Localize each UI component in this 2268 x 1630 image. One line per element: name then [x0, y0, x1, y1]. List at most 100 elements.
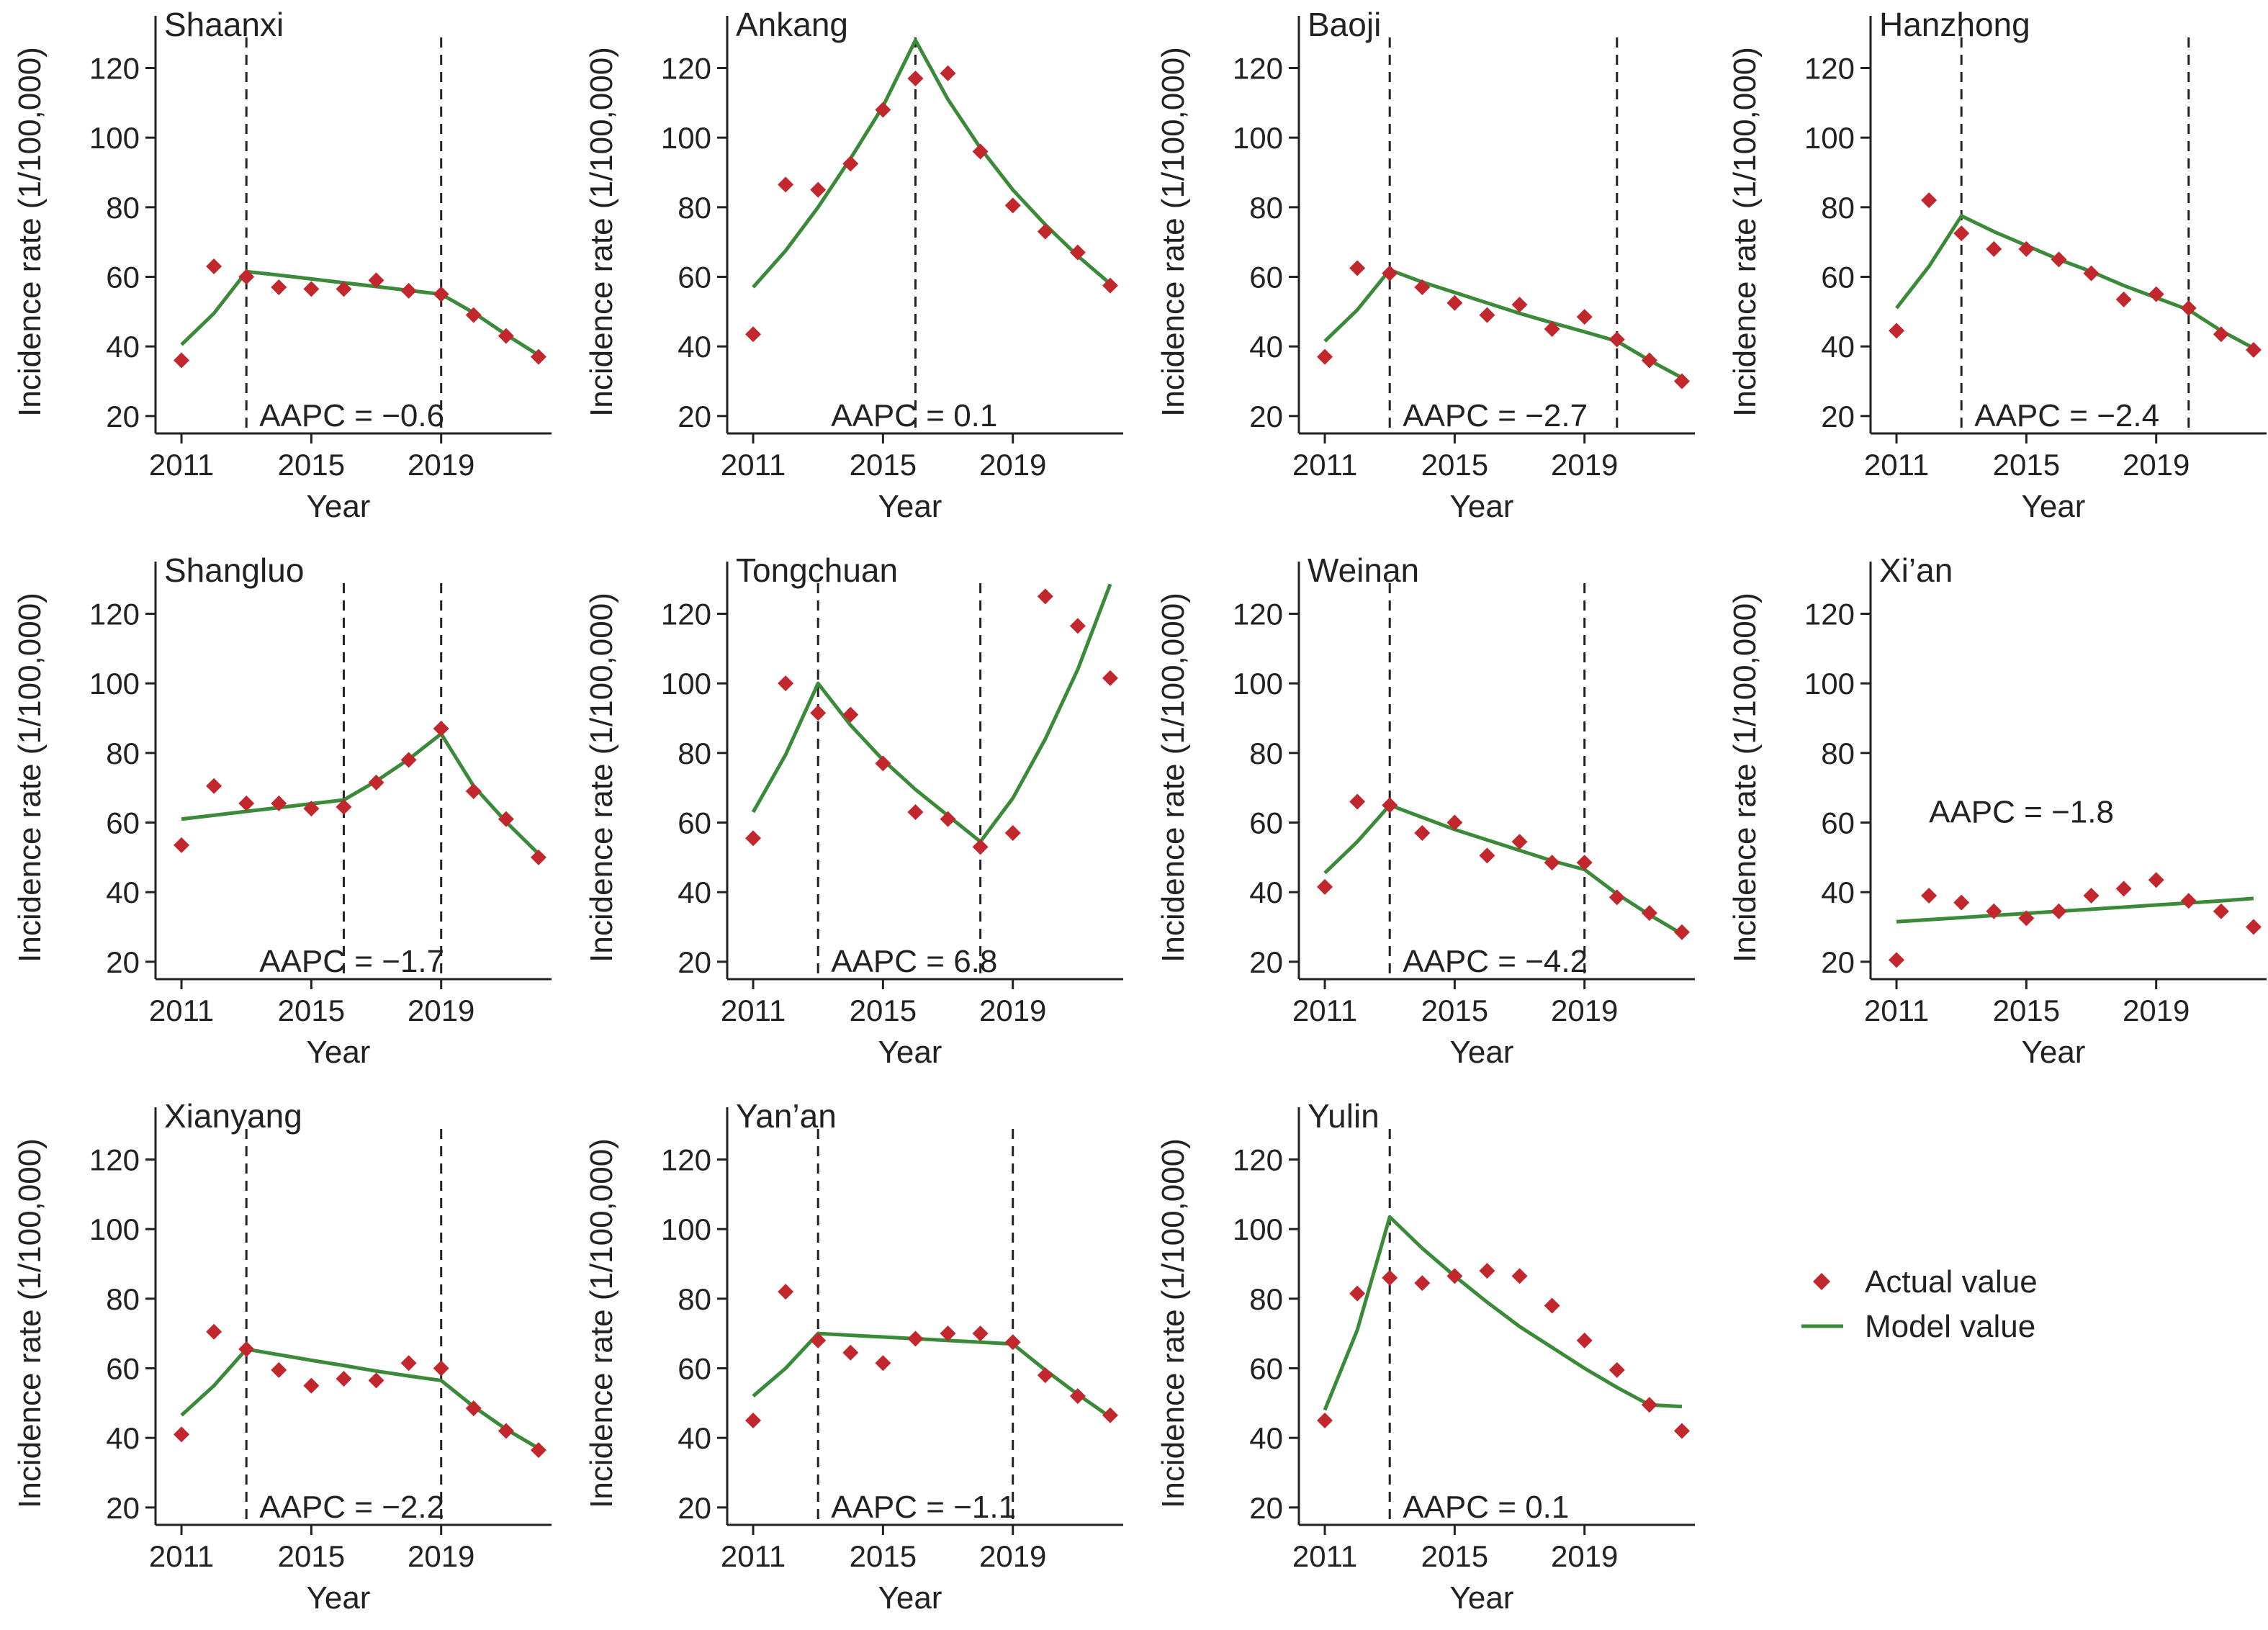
- x-tick-label: 2015: [1993, 994, 2060, 1027]
- model-line: [752, 1331, 1112, 1419]
- actual-point: [238, 795, 255, 811]
- actual-point: [368, 272, 384, 289]
- actual-point: [2213, 326, 2229, 343]
- y-axis-title: Incidence rate (1/100,000): [1156, 593, 1191, 963]
- actual-point: [2083, 888, 2100, 904]
- panel-title: Weinan: [1308, 551, 1419, 589]
- aapc-label: AAPC = 0.1: [831, 398, 997, 433]
- actual-point: [498, 811, 514, 827]
- panel-title: Shangluo: [164, 551, 304, 589]
- x-tick-label: 2011: [721, 1539, 786, 1573]
- x-tick-label: 2019: [1551, 448, 1618, 482]
- actual-point: [2148, 872, 2164, 888]
- actual-point: [1608, 331, 1625, 348]
- actual-point: [1921, 888, 1938, 904]
- actual-point: [745, 326, 762, 343]
- actual-point: [875, 102, 891, 118]
- x-tick-label: 2019: [1551, 994, 1618, 1027]
- actual-point: [465, 1400, 482, 1417]
- actual-point: [940, 811, 956, 827]
- actual-point: [1641, 352, 1657, 369]
- y-tick-label: 120: [1804, 598, 1855, 631]
- x-tick-label: 2015: [278, 994, 345, 1027]
- model-line: [1895, 214, 2255, 350]
- actual-point: [174, 837, 190, 853]
- actual-point: [1004, 825, 1021, 841]
- actual-point: [433, 1360, 449, 1377]
- actual-point: [810, 1332, 827, 1348]
- x-tick-label: 2011: [149, 994, 214, 1027]
- x-tick-label: 2015: [1421, 994, 1488, 1027]
- actual-point: [2051, 251, 2067, 268]
- panel-xian: 20 40 60 80 100 120 2011 2015 2019 Year Incidence …: [1727, 551, 2267, 1070]
- actual-point: [2051, 903, 2067, 919]
- actual-point: [206, 778, 222, 794]
- y-tick-label: 100: [89, 121, 140, 155]
- actual-point: [2018, 240, 2035, 257]
- actual-point: [400, 752, 417, 768]
- aapc-label: AAPC = −4.2: [1403, 944, 1588, 979]
- x-tick-label: 2019: [408, 448, 474, 482]
- y-tick-label: 60: [678, 806, 711, 840]
- y-tick-label: 40: [1821, 875, 1855, 909]
- y-tick-label: 120: [89, 52, 140, 86]
- aapc-label: AAPC = 6.8: [831, 944, 997, 979]
- y-tick-label: 120: [1804, 52, 1855, 86]
- model-line: [1323, 1215, 1683, 1411]
- y-tick-label: 100: [661, 121, 711, 155]
- actual-point: [940, 1325, 956, 1342]
- actual-point: [1953, 225, 1970, 242]
- x-tick-label: 2019: [2123, 448, 2190, 482]
- panel-title: Tongchuan: [736, 551, 898, 589]
- actual-point: [1889, 952, 1905, 968]
- y-tick-label: 100: [1804, 667, 1855, 701]
- y-tick-label: 100: [1804, 121, 1855, 155]
- y-tick-label: 20: [1821, 945, 1855, 979]
- y-tick-label: 100: [89, 1212, 140, 1246]
- x-tick-label: 2019: [1551, 1539, 1618, 1573]
- y-tick-label: 20: [678, 1491, 711, 1525]
- actual-point: [1986, 240, 2002, 257]
- y-tick-label: 80: [1249, 191, 1283, 225]
- model-line: [180, 1347, 540, 1450]
- actual-point: [1576, 1332, 1593, 1348]
- x-tick-label: 2011: [1864, 994, 1929, 1027]
- aapc-label: AAPC = −1.8: [1929, 795, 2114, 830]
- y-tick-label: 20: [106, 1491, 140, 1525]
- y-axis-title: Incidence rate (1/100,000): [1727, 593, 1763, 963]
- actual-point: [745, 1413, 762, 1428]
- actual-point: [1479, 307, 1495, 323]
- y-tick-label: 80: [1821, 191, 1855, 225]
- panel-baoji: 20 40 60 80 100 120 2011 2015 2019 Year Incidence …: [1156, 6, 1695, 524]
- panel-shaanxi: 20 40 60 80 100 120 2011 2015 2019 Year Incidence …: [12, 6, 552, 524]
- y-tick-label: 20: [106, 400, 140, 433]
- actual-point: [2148, 286, 2164, 302]
- y-axis-title: Incidence rate (1/100,000): [12, 593, 48, 963]
- actual-point: [1102, 1407, 1118, 1423]
- x-tick-label: 2015: [850, 994, 917, 1027]
- y-tick-label: 80: [1821, 737, 1855, 770]
- y-tick-label: 40: [678, 875, 711, 909]
- aapc-label: AAPC = −2.4: [1974, 398, 2159, 433]
- actual-point: [2245, 919, 2262, 935]
- panel-yulin: 20 40 60 80 100 120 2011 2015 2019 Year Incidence …: [1156, 1097, 1695, 1616]
- model-line: [752, 38, 1112, 289]
- actual-point: [368, 774, 384, 791]
- aapc-label: AAPC = −0.6: [259, 398, 444, 433]
- actual-point: [303, 801, 320, 817]
- x-tick-label: 2019: [2123, 994, 2190, 1027]
- x-tick-label: 2015: [278, 448, 345, 482]
- panels-group: 20 40 60 80 100 120 2011 2015 2019 Year Incidence …: [12, 6, 2267, 1616]
- aapc-label: AAPC = −2.7: [1403, 398, 1588, 433]
- actual-point: [1317, 878, 1333, 895]
- actual-point: [1576, 855, 1593, 871]
- actual-point: [1673, 924, 1690, 940]
- y-tick-label: 120: [89, 1143, 140, 1177]
- x-tick-label: 2011: [1864, 448, 1929, 482]
- x-tick-label: 2011: [1292, 1539, 1357, 1573]
- actual-point: [745, 830, 762, 847]
- y-tick-label: 80: [678, 191, 711, 225]
- actual-point: [1479, 847, 1495, 864]
- y-tick-label: 40: [1249, 330, 1283, 364]
